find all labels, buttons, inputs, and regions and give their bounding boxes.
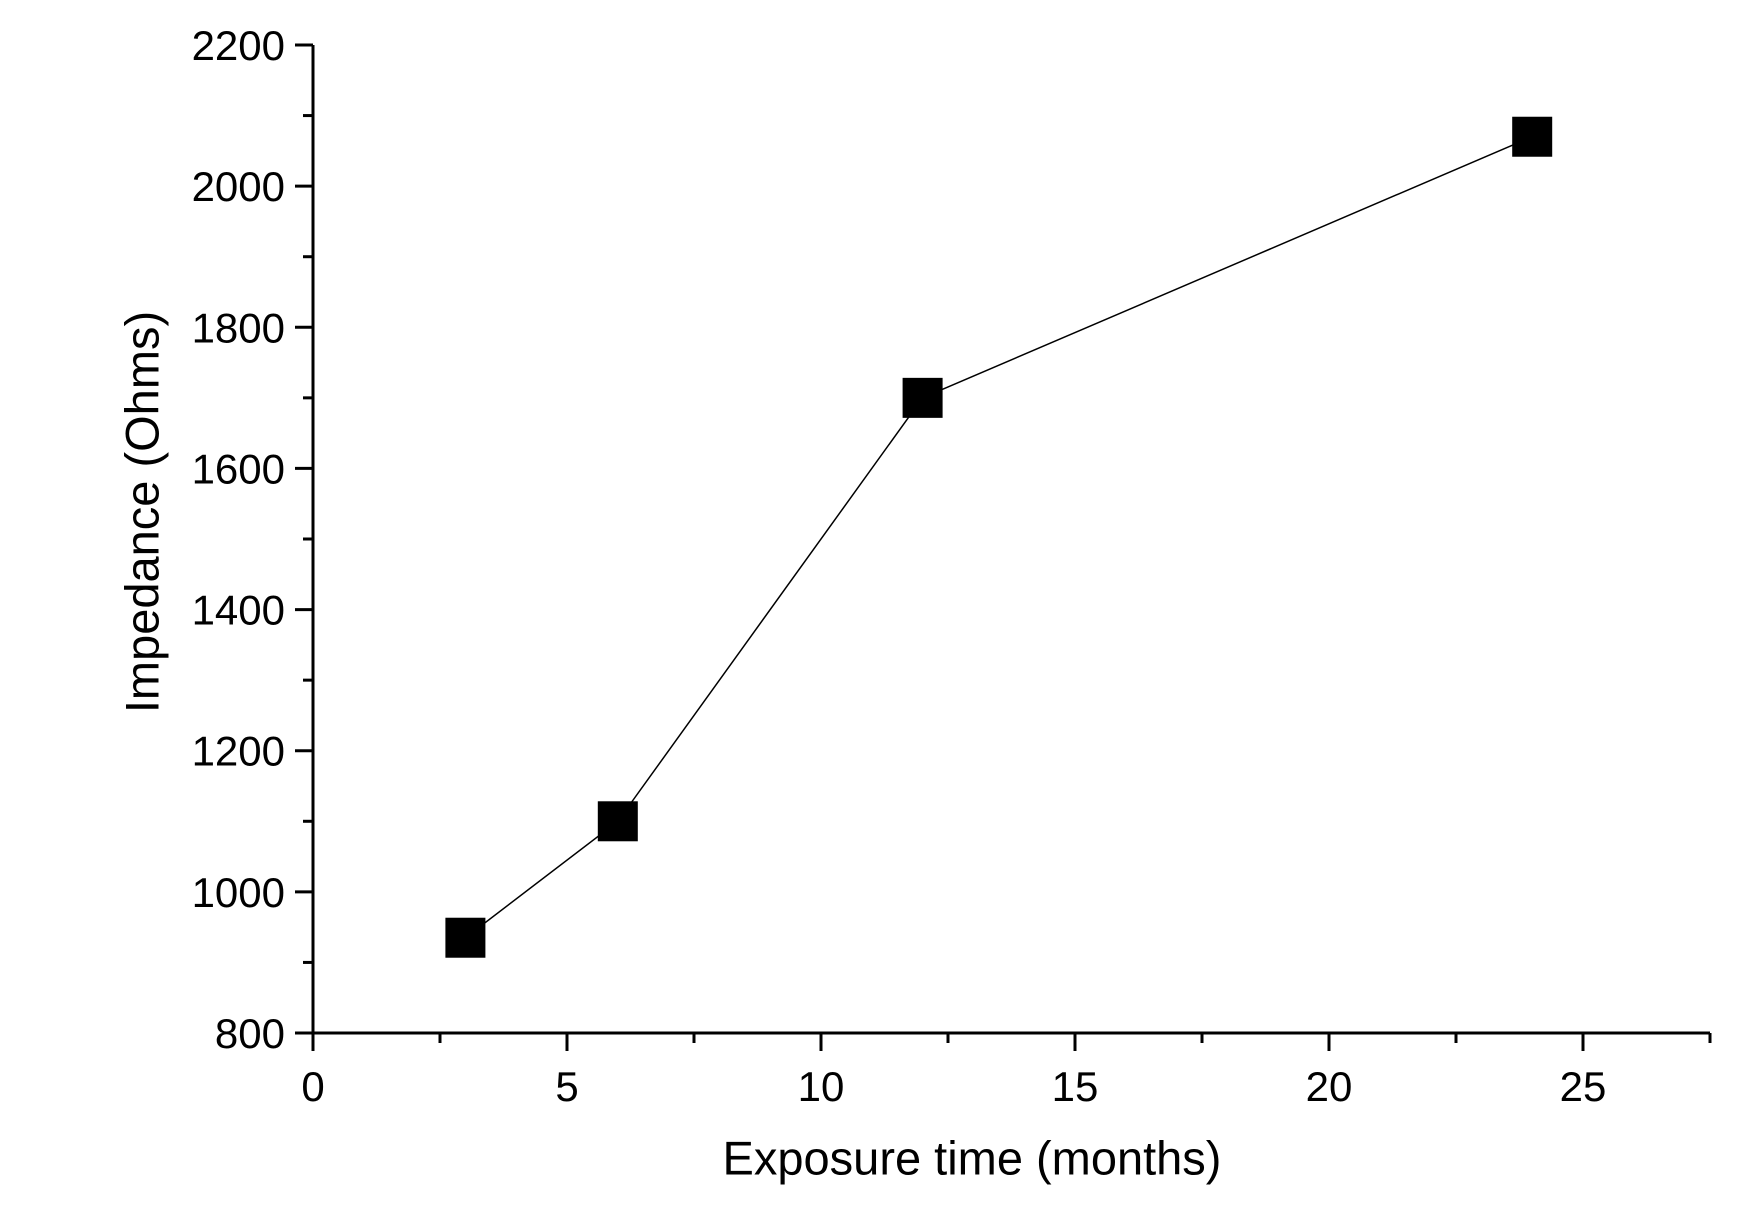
x-tick-label: 15	[1052, 1063, 1099, 1110]
y-tick-label: 1400	[192, 587, 285, 634]
y-tick-label: 2000	[192, 163, 285, 210]
y-tick-label: 1600	[192, 445, 285, 492]
y-tick-label: 1800	[192, 304, 285, 351]
data-point-marker	[445, 917, 486, 958]
x-tick-label: 5	[555, 1063, 578, 1110]
data-point-marker	[1512, 116, 1553, 157]
y-tick-label: 1000	[192, 869, 285, 916]
y-tick-label: 1200	[192, 728, 285, 775]
data-point-marker	[597, 801, 638, 842]
x-tick-label: 10	[798, 1063, 845, 1110]
x-tick-label: 20	[1306, 1063, 1353, 1110]
data-point-marker	[902, 377, 943, 418]
y-tick-label: 800	[215, 1010, 285, 1057]
x-tick-label: 25	[1560, 1063, 1607, 1110]
data-series-line	[464, 136, 1533, 939]
x-tick-label: 0	[301, 1063, 324, 1110]
x-axis-label: Exposure time (months)	[722, 1131, 1222, 1185]
y-tick-label: 2200	[192, 22, 285, 69]
y-axis-label: Impedance (Ohms)	[115, 310, 169, 714]
